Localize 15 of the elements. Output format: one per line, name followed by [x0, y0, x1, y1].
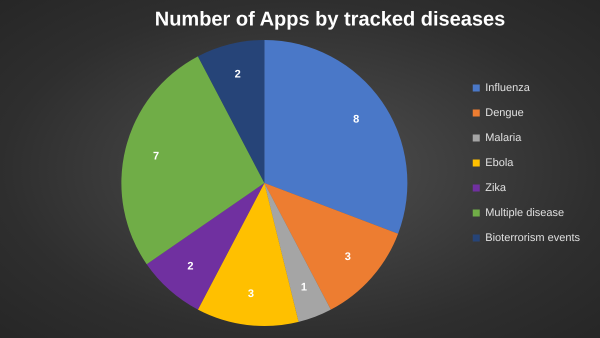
legend-label: Influenza: [485, 82, 531, 94]
legend-label: Dengue: [485, 107, 524, 120]
legend-label: Bioterrorism events: [485, 232, 580, 244]
data-label: 8: [353, 114, 360, 126]
data-label: 3: [344, 250, 351, 263]
legend-label: Multiple disease: [485, 207, 564, 220]
data-label: 2: [234, 68, 241, 81]
chart-title: Number of Apps by tracked diseases: [154, 8, 506, 31]
legend-label: Malaria: [485, 132, 522, 144]
legend-label: Ebola: [485, 157, 514, 170]
data-label: 2: [187, 260, 194, 273]
legend-label: Zika: [485, 182, 507, 194]
data-label: 7: [153, 150, 160, 162]
data-label: 1: [300, 281, 307, 294]
data-label: 3: [248, 288, 254, 300]
